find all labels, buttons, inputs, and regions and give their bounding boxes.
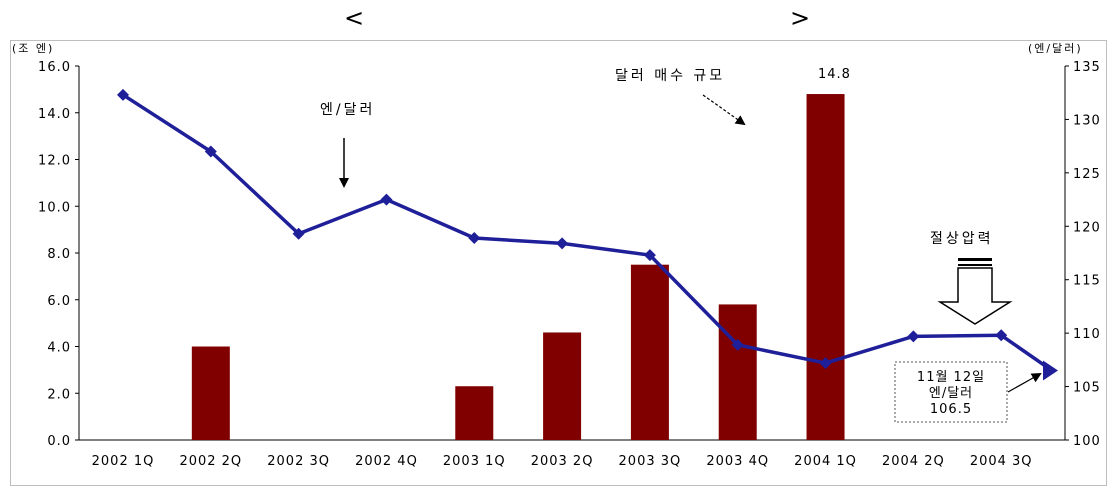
yen-dollar-annotation: 엔/달러 [320,102,375,118]
bar [806,94,845,441]
left-tick-label: 4.0 [47,341,71,356]
callout-value: 106.5 [930,402,972,417]
left-tick-label: 6.0 [47,294,71,309]
bar [543,332,582,440]
line-series [117,88,1058,381]
chart-frame [10,40,1107,486]
x-tick-labels: 2002 1Q 2002 2Q 2002 3Q 2002 4Q 2003 1Q 2003 … [92,454,1033,469]
title-left-bracket: < [344,4,365,32]
right-tick-label: 115 [1073,274,1101,289]
right-tick-label: 135 [1073,60,1101,75]
left-tick-label: 10.0 [38,200,71,215]
cut-pressure-annotation: 절상압력 [930,231,994,247]
bar-peak-label: 14.8 [818,67,851,82]
series-line [122,93,1053,372]
left-tick-label: 14.0 [38,107,71,122]
left-tick-label: 12.0 [38,154,71,169]
line-point [643,249,656,262]
right-axis-unit: (엔/달러) [1028,42,1083,55]
title-right-bracket: > [790,4,811,32]
right-tick-label: 120 [1073,220,1101,235]
x-tick-label: 2003 2Q [531,454,594,469]
bar [455,386,494,440]
right-tick-label: 125 [1073,167,1101,182]
bar [191,346,230,440]
buy-scale-arrow [702,94,746,126]
line-point [556,237,569,250]
cut-pressure-arrow-icon [937,258,1013,325]
x-tick-label: 2002 4Q [355,454,418,469]
x-tick-label: 2004 3Q [970,454,1033,469]
bar [630,264,669,440]
callout-arrow [1007,373,1042,393]
callout-date: 11월 12일 [917,370,985,385]
x-tick-label: 2003 3Q [619,454,682,469]
x-tick-label: 2003 1Q [443,454,506,469]
line-point [907,330,920,343]
left-tick-label: 2.0 [47,387,71,402]
right-tick-label: 100 [1073,434,1101,449]
left-tick-label: 16.0 [38,60,71,75]
left-tick-label: 0.0 [47,434,71,449]
line-point [995,329,1008,342]
x-tick-label: 2002 1Q [92,454,155,469]
line-point [380,193,393,206]
line-point [468,232,481,245]
line-point [117,88,129,101]
right-tick-labels: 100 105 110 115 120 125 130 135 [1065,60,1101,449]
x-tick-label: 2004 2Q [882,454,945,469]
bar-series [191,94,845,441]
left-tick-label: 8.0 [47,247,71,262]
x-tick-label: 2004 1Q [794,454,857,469]
line-point [731,338,744,351]
left-axis-unit: (조 엔) [12,42,54,55]
x-tick-label: 2002 2Q [179,454,242,469]
left-tick-labels: 0.0 2.0 4.0 6.0 8.0 10.0 12.0 14.0 16.0 [38,60,79,449]
x-tick-label: 2002 3Q [267,454,330,469]
right-tick-label: 110 [1073,327,1101,342]
buy-scale-annotation: 달러 매수 규모 [615,68,725,84]
line-point [292,227,305,240]
callout-box: 11월 12일 엔/달러 106.5 [894,361,1008,423]
bar [718,304,757,440]
right-tick-label: 130 [1073,113,1101,128]
x-tick-label: 2003 4Q [706,454,769,469]
line-point [204,145,217,158]
callout-unit: 엔/달러 [929,386,973,401]
line-end-arrow [1043,360,1058,381]
line-point [819,357,832,370]
right-tick-label: 105 [1073,381,1101,396]
